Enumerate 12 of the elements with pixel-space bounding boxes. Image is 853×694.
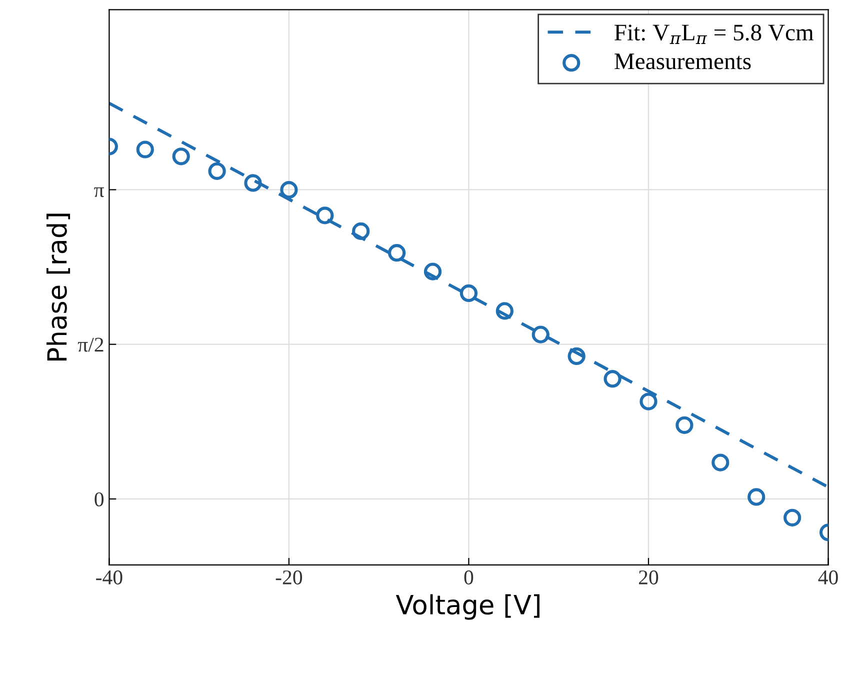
y-tick-label: 0 (94, 492, 104, 506)
x-axis-title: Voltage [V] (396, 594, 540, 620)
y-tick-label: π (94, 187, 104, 198)
x-tick-label: 20 (638, 570, 658, 584)
y-axis-title: Phase [rad] (46, 214, 70, 360)
y-tick-label: π/2 (78, 338, 104, 352)
legend-label: Measurements (614, 54, 751, 70)
x-tick-label: 0 (464, 570, 474, 584)
legend-label: Fit: V$_{π}$L$_{π}$ = 5.8 Vcm (614, 24, 814, 44)
x-tick-label: -40 (96, 570, 122, 584)
x-tick-label: -20 (276, 570, 302, 584)
x-tick-label: 40 (818, 570, 838, 584)
